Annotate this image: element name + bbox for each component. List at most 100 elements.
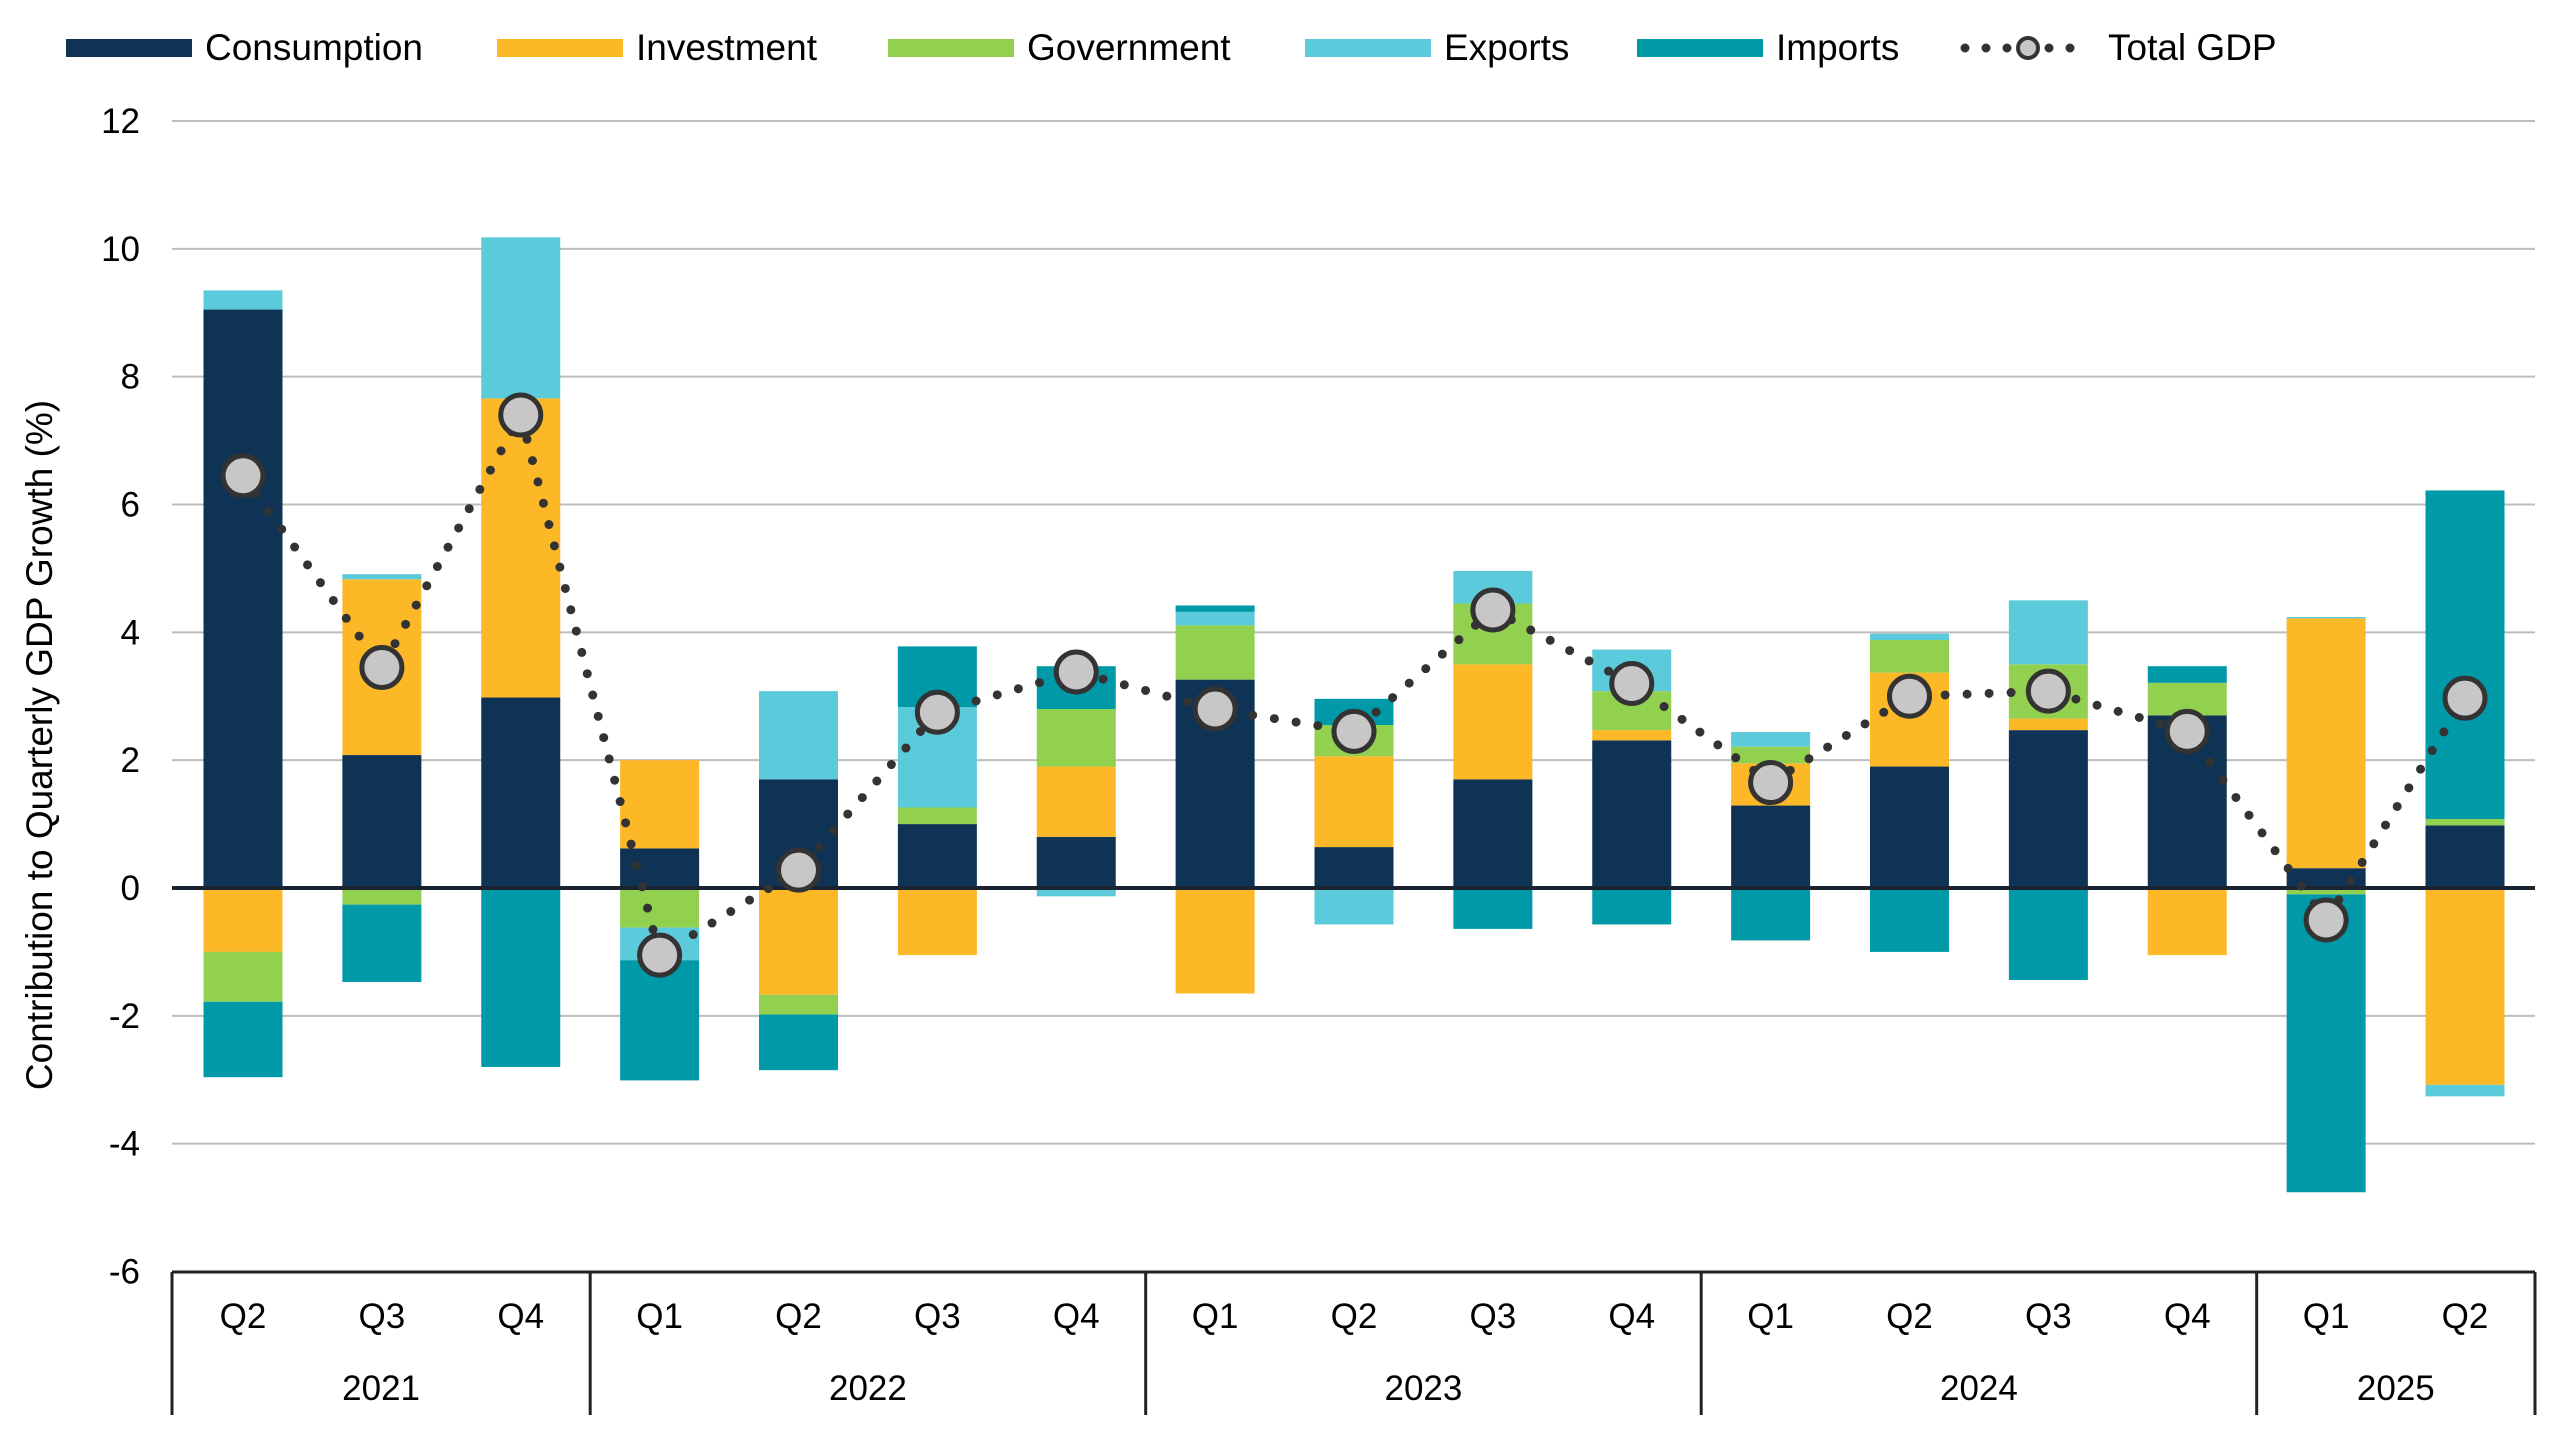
legend-swatch-investment xyxy=(497,39,623,57)
x-tick-label: Q1 xyxy=(636,1297,683,1336)
bar-government xyxy=(1731,746,1811,764)
bar-exports xyxy=(1731,732,1811,747)
total-gdp-line xyxy=(220,392,2488,978)
bar-investment xyxy=(1592,730,1672,741)
year-label: 2023 xyxy=(1385,1369,1463,1408)
x-axis: Q2 Q3 Q4 Q1 Q2 Q3 Q4 Q1 Q2 Q3 Q4 Q1 Q2 Q3 Q4 Q1 Q2 2021 20… xyxy=(170,1270,2537,1415)
total-gdp-marker xyxy=(2442,675,2488,721)
bar-imports xyxy=(1592,888,1672,925)
legend-label-consumption: Consumption xyxy=(205,27,423,68)
total-gdp-marker xyxy=(498,392,544,438)
year-label: 2024 xyxy=(1940,1369,2018,1408)
total-gdp-marker xyxy=(220,453,266,499)
bar-investment xyxy=(1175,888,1255,994)
bar-consumption xyxy=(2425,825,2505,888)
bar-imports xyxy=(1453,888,1533,929)
y-tick-label: -6 xyxy=(109,1253,140,1292)
bar-imports xyxy=(1870,888,1949,952)
year-label: 2022 xyxy=(829,1369,907,1408)
total-gdp-dotted-line xyxy=(238,402,2470,963)
x-tick-label: Q3 xyxy=(359,1297,406,1336)
bar-exports xyxy=(2425,1084,2505,1097)
bar-exports xyxy=(203,290,283,310)
x-tick-label: Q2 xyxy=(220,1297,267,1336)
y-tick-label: 6 xyxy=(121,486,140,525)
x-tick-label: Q4 xyxy=(1053,1297,1100,1336)
bar-imports xyxy=(481,888,561,1067)
total-gdp-marker xyxy=(1053,649,1099,695)
y-tick-label: 8 xyxy=(121,358,140,397)
total-gdp-marker xyxy=(1609,660,1655,706)
bar-exports xyxy=(2286,616,2366,619)
bar-investment xyxy=(2286,618,2366,869)
x-tick-label: Q1 xyxy=(1747,1297,1794,1336)
bar-exports xyxy=(342,574,422,580)
bar-government xyxy=(203,951,283,1002)
total-gdp-marker xyxy=(2164,708,2210,754)
bar-exports xyxy=(1314,888,1394,925)
total-gdp-marker xyxy=(776,847,821,893)
y-tick-label: 12 xyxy=(101,102,140,141)
y-tick-label: -4 xyxy=(109,1125,140,1164)
legend-label-government: Government xyxy=(1027,27,1231,68)
bar-government xyxy=(2425,818,2505,826)
bar-investment xyxy=(481,398,561,698)
bar-consumption xyxy=(481,697,561,888)
bar-government xyxy=(759,994,838,1015)
total-gdp-marker xyxy=(1470,587,1516,633)
x-tick-label: Q4 xyxy=(2164,1297,2211,1336)
x-tick-label: Q3 xyxy=(914,1297,961,1336)
y-tick-label: -2 xyxy=(109,997,140,1036)
bar-consumption xyxy=(1731,805,1811,888)
year-label: 2021 xyxy=(342,1369,420,1408)
bar-government xyxy=(620,888,700,928)
bar-investment xyxy=(203,888,283,952)
bar-government xyxy=(1870,640,1949,673)
bar-government xyxy=(1036,709,1116,767)
y-tick-label: 0 xyxy=(121,869,140,908)
total-gdp-marker xyxy=(2025,668,2071,714)
legend-label-exports: Exports xyxy=(1444,27,1569,68)
bar-exports xyxy=(1175,611,1255,626)
x-tick-label: Q2 xyxy=(2442,1297,2489,1336)
bar-government xyxy=(342,888,422,905)
bar-consumption xyxy=(1592,740,1672,888)
x-tick-label: Q1 xyxy=(2303,1297,2350,1336)
bar-investment xyxy=(620,760,700,849)
y-tick-label: 2 xyxy=(121,741,140,780)
total-gdp-marker xyxy=(637,932,683,978)
bar-consumption xyxy=(620,848,700,888)
x-tick-label: Q3 xyxy=(1470,1297,1517,1336)
bar-investment xyxy=(897,888,977,956)
y-tick-label: 4 xyxy=(121,613,140,652)
legend: Consumption Investment Government Exports Im… xyxy=(66,27,2277,68)
bar-imports xyxy=(620,960,700,1081)
bar-imports xyxy=(1731,888,1811,941)
total-gdp-marker xyxy=(1887,673,1932,719)
y-tick-label: 10 xyxy=(101,230,140,269)
bar-imports xyxy=(2286,894,2366,1193)
x-tick-label: Q2 xyxy=(1331,1297,1378,1336)
bar-investment xyxy=(2008,718,2088,731)
total-gdp-marker xyxy=(914,689,960,735)
bar-consumption xyxy=(897,824,977,888)
legend-swatch-government xyxy=(888,39,1014,57)
bar-imports xyxy=(1175,605,1255,612)
bar-exports xyxy=(481,237,561,399)
bar-exports xyxy=(759,691,838,780)
x-tick-label: Q3 xyxy=(2025,1297,2072,1336)
x-tick-label: Q2 xyxy=(775,1297,822,1336)
bar-exports xyxy=(1870,633,1949,641)
x-tick-label: Q4 xyxy=(1608,1297,1655,1336)
year-label: 2025 xyxy=(2357,1369,2435,1408)
bar-consumption xyxy=(1453,779,1533,888)
bar-investment xyxy=(1453,664,1533,780)
bar-consumption xyxy=(1314,847,1394,888)
bar-investment xyxy=(1036,766,1116,837)
bar-government xyxy=(897,807,977,825)
x-tick-label: Q4 xyxy=(497,1297,544,1336)
bar-imports xyxy=(759,1014,838,1071)
total-gdp-marker xyxy=(359,644,405,690)
bar-government xyxy=(2286,888,2366,895)
